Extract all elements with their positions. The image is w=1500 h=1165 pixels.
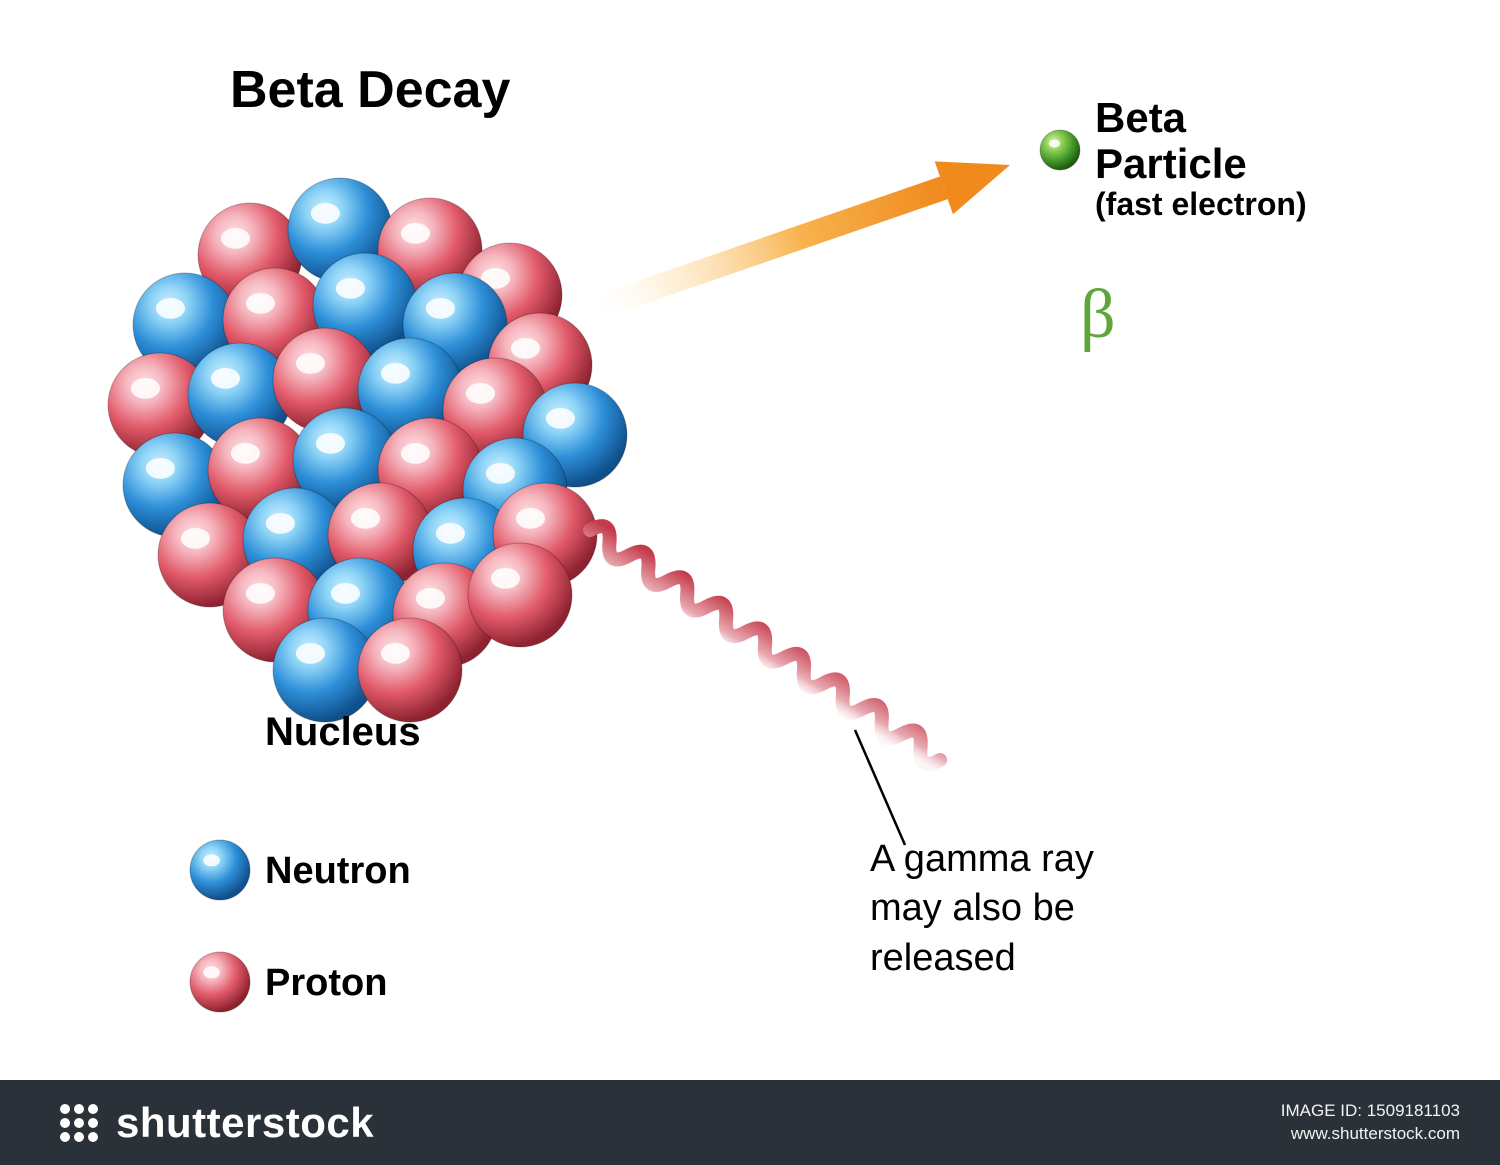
gamma-note-line1: A gamma ray [870, 835, 1094, 884]
beta-emission-arrow [581, 139, 1019, 337]
beta-particle-label: Beta Particle (fast electron) [1095, 95, 1307, 223]
beta-symbol: β [1080, 275, 1116, 355]
beta-particle-marker [1040, 130, 1080, 170]
gamma-note-line2: may also be [870, 884, 1094, 933]
footer-site: www.shutterstock.com [1281, 1123, 1460, 1146]
shutterstock-logo-icon [60, 1104, 98, 1142]
footer-image-id: IMAGE ID: 1509181103 [1281, 1100, 1460, 1123]
beta-label-line1: Beta [1095, 95, 1307, 141]
legend-proton-label: Proton [265, 962, 387, 1005]
beta-label-line3: (fast electron) [1095, 187, 1307, 222]
nucleus-cluster [108, 178, 627, 722]
diagram-title: Beta Decay [230, 60, 510, 120]
legend-markers [190, 840, 250, 1012]
gamma-note: A gamma ray may also be released [870, 835, 1094, 983]
gamma-ray-wave [584, 521, 946, 769]
footer-brand-text: shutterstock [116, 1099, 374, 1147]
nucleus-label: Nucleus [265, 710, 421, 755]
stock-footer: shutterstock IMAGE ID: 1509181103 www.sh… [0, 1080, 1500, 1165]
footer-brand: shutterstock [60, 1099, 374, 1147]
gamma-note-line3: released [870, 934, 1094, 983]
beta-label-line2: Particle [1095, 141, 1307, 187]
gamma-callout-line [855, 730, 905, 845]
legend-neutron-label: Neutron [265, 850, 411, 893]
footer-meta: IMAGE ID: 1509181103 www.shutterstock.co… [1281, 1100, 1460, 1146]
